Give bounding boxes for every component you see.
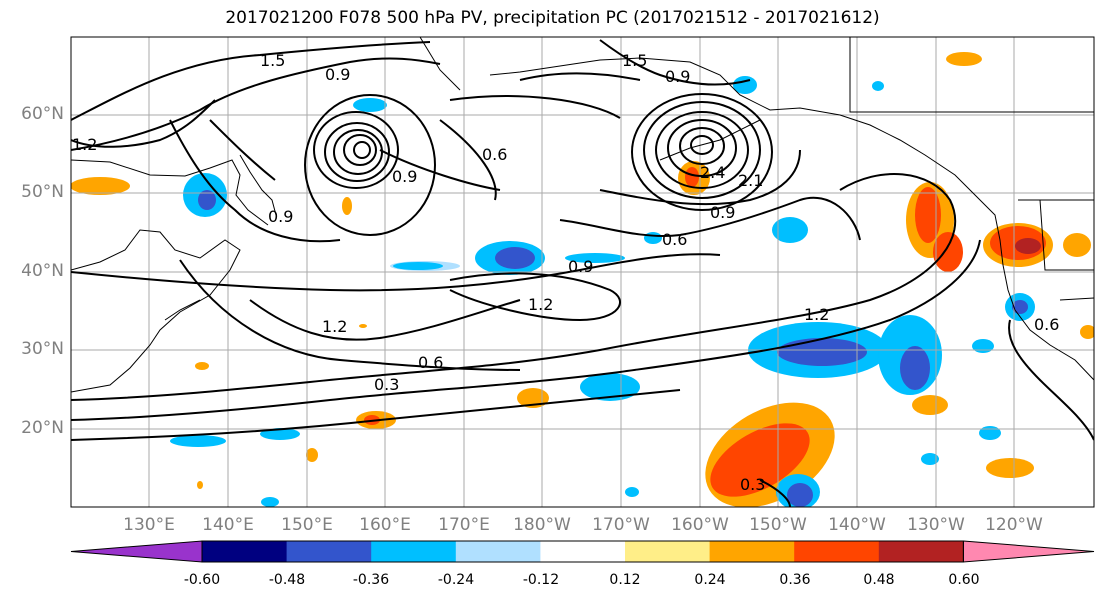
contour-label: 0.6 (482, 145, 507, 164)
contour-label: 2.1 (738, 171, 763, 190)
lon-label: 120°W (985, 515, 1043, 535)
lat-label: 20°N (21, 418, 64, 438)
contour-labels: 1.5 0.9 1.2 1.5 0.9 0.6 0.9 0.9 0.6 0.9 … (72, 51, 1059, 494)
colorbar-tick: 0.60 (948, 572, 980, 588)
contour-label: 1.2 (528, 295, 553, 314)
colorbar-tick: -0.12 (522, 572, 560, 588)
map-title: 2017021200 F078 500 hPa PV, precipitatio… (225, 8, 880, 28)
lon-label: 140°E (202, 515, 254, 535)
contour-label: 0.6 (418, 353, 443, 372)
lon-label: 160°E (359, 515, 411, 535)
lon-label: 140°W (828, 515, 886, 535)
colorbar-tick: 0.24 (694, 572, 726, 588)
contour-label: 0.6 (1034, 315, 1059, 334)
graticule (71, 37, 1094, 507)
colorbar-tick: 0.12 (609, 572, 641, 588)
lon-label: 180°W (513, 515, 571, 535)
map-frame (70, 36, 1095, 508)
contour-label: 1.5 (622, 51, 647, 70)
contour-label: 1.2 (72, 135, 97, 154)
colorbar-tick: -0.48 (268, 572, 306, 588)
contour-label: 1.5 (260, 51, 285, 70)
contour-label: 0.3 (740, 475, 765, 494)
contour-label: 1.2 (322, 317, 347, 336)
colorbar-tick: -0.60 (183, 572, 221, 588)
lat-label: 40°N (21, 261, 64, 281)
coastlines (71, 37, 1094, 393)
contour-label: 2.4 (700, 163, 725, 182)
lon-label: 130°W (907, 515, 965, 535)
contour-label: 0.9 (325, 65, 350, 84)
lat-label: 50°N (21, 182, 64, 202)
lon-label: 170°E (438, 515, 490, 535)
contour-label: 0.9 (710, 203, 735, 222)
lon-label: 150°W (749, 515, 807, 535)
lon-label: 150°E (281, 515, 333, 535)
contour-label: 0.9 (392, 167, 417, 186)
contour-label: 0.9 (568, 257, 593, 276)
lon-label: 170°W (592, 515, 650, 535)
colorbar-tick: 0.36 (779, 572, 811, 588)
pv-contours (71, 39, 1094, 507)
colorbar-tick: -0.24 (437, 572, 475, 588)
contour-label: 0.3 (374, 375, 399, 394)
lon-label: 160°W (671, 515, 729, 535)
contour-label: 1.2 (804, 305, 829, 324)
lat-label: 30°N (21, 339, 64, 359)
lon-label: 130°E (123, 515, 175, 535)
contour-label: 0.9 (268, 207, 293, 226)
contour-label: 0.6 (662, 230, 687, 249)
colorbar-tick: 0.48 (863, 572, 895, 588)
colorbar-tick: -0.36 (352, 572, 390, 588)
contour-label: 0.9 (665, 67, 690, 86)
precip-shading (71, 52, 1094, 507)
lat-label: 60°N (21, 104, 64, 124)
